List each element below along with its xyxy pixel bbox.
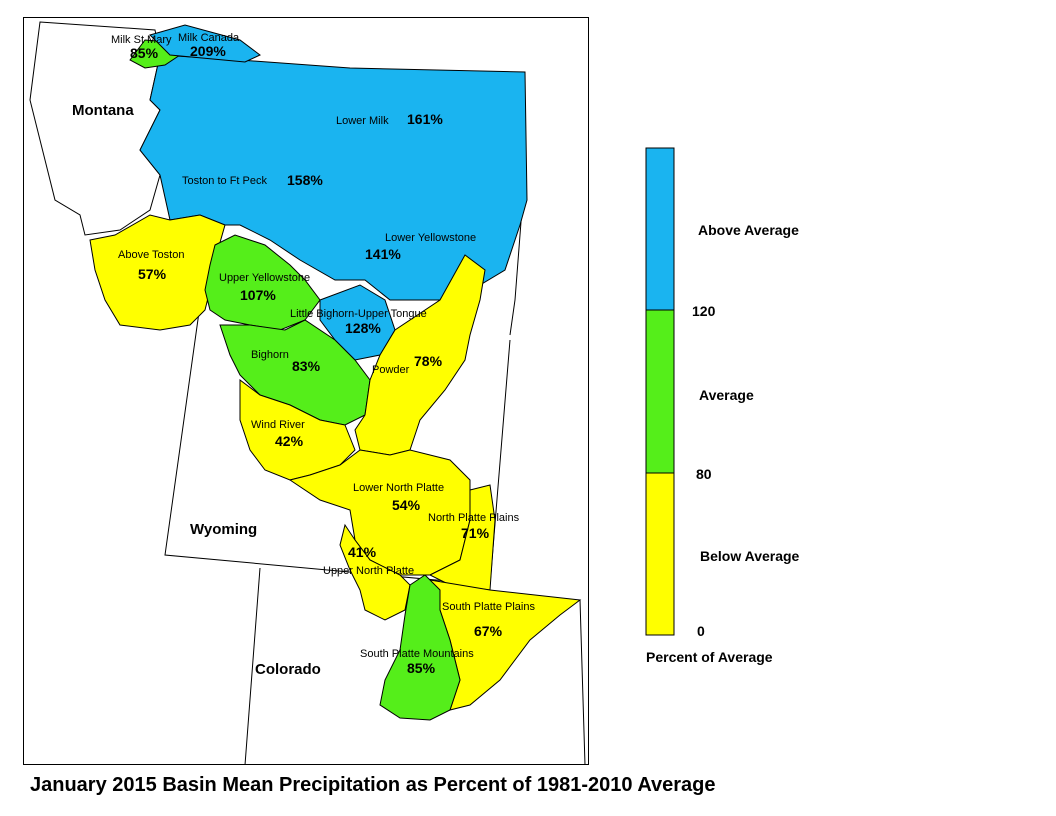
legend-label-below: Below Average bbox=[700, 548, 800, 564]
basin-name-lower-north-platte: Lower North Platte bbox=[353, 482, 444, 494]
basin-pct-lower-milk: 161% bbox=[407, 111, 443, 127]
basin-name-milk-canada: Milk Canada bbox=[178, 32, 240, 44]
legend-caption: Percent of Average bbox=[646, 649, 773, 665]
state-label-wyoming: Wyoming bbox=[190, 521, 257, 538]
legend-break-120: 120 bbox=[692, 303, 716, 319]
basin-name-little-bighorn: Little Bighorn-Upper Tongue bbox=[290, 308, 427, 320]
state-label-montana: Montana bbox=[72, 102, 134, 119]
basin-name-upper-yellowstone: Upper Yellowstone bbox=[219, 272, 310, 284]
basin-name-toston-ft-peck: Toston to Ft Peck bbox=[182, 175, 267, 187]
legend: Above Average Average Below Average 120 … bbox=[645, 147, 800, 665]
basin-name-powder: Powder bbox=[372, 364, 410, 376]
basin-name-above-toston: Above Toston bbox=[118, 249, 184, 261]
basin-pct-powder: 78% bbox=[414, 353, 443, 369]
map-title: January 2015 Basin Mean Precipitation as… bbox=[30, 774, 716, 796]
legend-break-80: 80 bbox=[696, 466, 712, 482]
state-labels: Montana Wyoming Colorado bbox=[72, 102, 321, 678]
basin-milk-canada bbox=[149, 24, 261, 63]
basin-pct-lower-north-platte: 54% bbox=[392, 497, 421, 513]
basin-pct-toston-ft-peck: 158% bbox=[287, 172, 323, 188]
basin-pct-milk-canada: 209% bbox=[190, 43, 226, 59]
basin-toston-ft-peck bbox=[139, 54, 528, 301]
legend-swatch-average bbox=[645, 309, 675, 474]
basin-name-south-platte-mountains: South Platte Mountains bbox=[360, 648, 474, 660]
legend-break-0: 0 bbox=[697, 623, 705, 639]
basin-pct-upper-yellowstone: 107% bbox=[240, 287, 276, 303]
legend-label-average: Average bbox=[699, 387, 754, 403]
state-label-colorado: Colorado bbox=[255, 661, 321, 678]
basin-upper-north-platte bbox=[339, 523, 411, 621]
basin-south-platte-mountains bbox=[379, 574, 461, 721]
basin-name-bighorn: Bighorn bbox=[251, 349, 289, 361]
legend-swatch-above bbox=[645, 147, 675, 311]
basin-name-north-platte-plains: North Platte Plains bbox=[428, 512, 520, 524]
basin-pct-south-platte-plains: 67% bbox=[474, 623, 503, 639]
basin-name-milk-st-mary: Milk St Mary bbox=[111, 34, 172, 46]
basins bbox=[89, 24, 582, 721]
legend-label-above: Above Average bbox=[698, 222, 799, 238]
basin-pct-above-toston: 57% bbox=[138, 266, 167, 282]
basin-pct-wind-river: 42% bbox=[275, 433, 304, 449]
basin-name-wind-river: Wind River bbox=[251, 419, 305, 431]
basin-name-lower-yellowstone: Lower Yellowstone bbox=[385, 232, 476, 244]
basin-name-south-platte-plains: South Platte Plains bbox=[442, 601, 535, 613]
basin-pct-upper-north-platte: 41% bbox=[348, 544, 377, 560]
legend-swatch-below bbox=[645, 472, 675, 636]
basin-pct-bighorn: 83% bbox=[292, 358, 321, 374]
state-boundaries bbox=[29, 21, 586, 766]
wyoming-boundary bbox=[164, 304, 511, 586]
basin-powder bbox=[354, 254, 486, 456]
basin-name-lower-milk: Lower Milk bbox=[336, 115, 389, 127]
basin-pct-south-platte-mountains: 85% bbox=[407, 660, 436, 676]
basin-labels: Milk St Mary 85% Milk Canada 209% Lower … bbox=[111, 32, 535, 676]
basin-pct-little-bighorn: 128% bbox=[345, 320, 381, 336]
basin-name-upper-north-platte: Upper North Platte bbox=[323, 565, 414, 577]
basin-pct-north-platte-plains: 71% bbox=[461, 525, 490, 541]
basin-pct-milk-st-mary: 85% bbox=[130, 45, 159, 61]
basin-upper-yellowstone bbox=[204, 234, 321, 331]
colorado-boundary bbox=[244, 567, 586, 766]
map-frame bbox=[23, 17, 589, 765]
basin-pct-lower-yellowstone: 141% bbox=[365, 246, 401, 262]
